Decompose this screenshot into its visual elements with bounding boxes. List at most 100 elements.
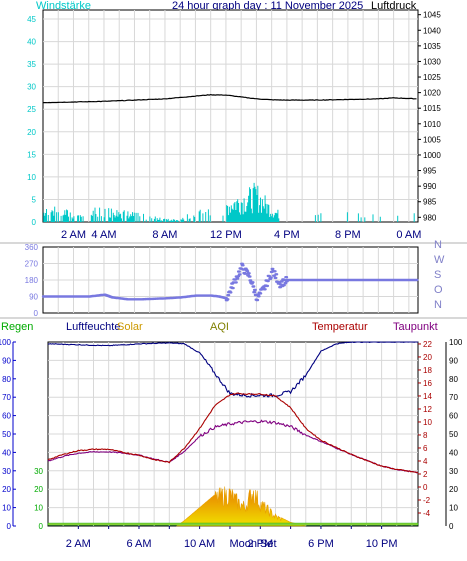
chart1-plot-area [42,9,419,223]
chart3-y-right2-tick: 0 [449,522,454,531]
chart3-x-tick: 10 PM [366,538,398,550]
chart1-y-left-tick: 15 [27,150,36,159]
chart3-y-left-tick: 0 [7,522,12,531]
chart1-y-right-tick: 1035 [423,42,441,51]
chart2-direction-label: N [434,239,442,251]
chart1-x-tick: 8 PM [335,229,361,241]
chart3-y-right-tick: 22 [423,340,432,349]
chart1-series-luftdruck [43,93,417,104]
chart3-y-left-tick: 70 [2,393,11,402]
legend-regen: Regen [1,321,33,333]
chart2-direction-label: N [434,299,442,311]
chart3-x-tick: 6 AM [126,538,151,550]
chart3-y-left-tick: 60 [2,412,11,421]
chart2-y-tick: 90 [29,293,38,302]
chart3-y-right-tick: 10 [423,418,432,427]
chart1-x-tick: 2 AM [61,229,86,241]
chart3-series-solar [176,486,306,527]
chart3-y-right2-tick: 40 [449,448,458,457]
chart2-direction-label: W [434,254,445,266]
chart3-y-left2-tick: 20 [34,485,43,494]
chart1-title: 24 hour graph day : 11 November 2025 [172,0,363,12]
chart2-y-tick: 180 [25,276,39,285]
chart3-y-left-tick: 40 [2,448,11,457]
chart3-y-right-tick: 6 [423,444,428,453]
chart1-y-left-tick: 45 [27,15,36,24]
chart3-overlay-label: Moon Set [229,538,276,550]
legend-luftfeuchte: Luftfeuchte [66,321,120,333]
chart1-y-right-tick: 980 [423,213,437,222]
chart2-series-windrichtung [41,262,419,302]
chart1-y-left-tick: 10 [27,173,36,182]
chart1-x-tick: 4 PM [274,229,300,241]
chart1-x-tick: 0 AM [396,229,421,241]
chart1-y-left-tick: 40 [27,38,36,47]
chart1-y-right-tick: 1020 [423,89,441,98]
chart1-x-tick: 8 AM [152,229,177,241]
chart3-y-right-tick: 2 [423,470,428,479]
chart1-y-right-tick: 995 [423,167,437,176]
chart1-y-left-tick: 5 [32,195,37,204]
chart3-series-temperatur [47,392,419,474]
chart2-direction-label: S [434,269,441,281]
chart1-y-right-tick: 1005 [423,135,441,144]
chart3-y-right-tick: -4 [423,509,431,518]
chart1-right-label: Luftdruck [371,0,417,12]
chart3-y-right-tick: 12 [423,405,432,414]
chart1-y-right-tick: 985 [423,198,437,207]
chart3-y-right2-tick: 50 [449,430,458,439]
chart3-x-tick: 2 AM [66,538,91,550]
chart3-y-right2-tick: 100 [449,338,463,347]
chart1-y-left-tick: 0 [32,218,37,227]
chart3-y-left-tick: 90 [2,356,11,365]
chart2-y-tick: 0 [34,309,39,318]
chart3-y-right2-tick: 30 [449,467,458,476]
chart3-y-right-tick: 20 [423,353,432,362]
chart1-left-label: Windstärke [36,0,91,12]
chart1-x-tick: 4 AM [91,229,116,241]
chart3-y-right-tick: 4 [423,457,428,466]
chart1-y-right-tick: 1000 [423,151,441,160]
chart3-y-right2-tick: 80 [449,375,458,384]
chart2-y-tick: 270 [25,260,39,269]
chart3-y-right-tick: 0 [423,483,428,492]
chart3-y-right2-tick: 10 [449,504,458,513]
chart2-direction-label: O [434,284,443,296]
chart3-x-tick: 6 PM [308,538,334,550]
legend-solar: Solar [117,321,143,333]
chart3-y-right-tick: 16 [423,379,432,388]
chart1-y-right-tick: 1010 [423,120,441,129]
legend-temperatur: Temperatur [312,321,368,333]
chart3-y-left-tick: 50 [2,430,11,439]
chart3-y-left2-tick: 30 [34,467,43,476]
chart2-y-tick: 360 [25,243,39,252]
chart1-y-left-tick: 35 [27,60,36,69]
chart3-y-left-tick: 100 [0,338,12,347]
chart1-y-left-tick: 25 [27,105,36,114]
chart1-series-windstaerke [43,182,415,222]
chart1-y-left-tick: 20 [27,128,36,137]
chart3-series-regen [47,522,419,526]
chart1-y-right-tick: 990 [423,182,437,191]
chart1-y-right-tick: 1025 [423,73,441,82]
chart1-y-left-tick: 30 [27,83,36,92]
chart3-x-tick: 2 PM [247,538,273,550]
chart3-y-right-tick: 18 [423,366,432,375]
chart3-y-left2-tick: 0 [39,522,44,531]
legend-aqi: AQI [210,321,229,333]
chart1-y-right-tick: 1015 [423,104,441,113]
chart3-y-left-tick: 20 [2,485,11,494]
chart3-y-right2-tick: 70 [449,393,458,402]
chart1-y-right-tick: 1045 [423,11,441,20]
chart3-y-left-tick: 30 [2,467,11,476]
chart3-x-tick: 10 AM [184,538,215,550]
chart3-y-right2-tick: 20 [449,485,458,494]
chart3-y-left-tick: 80 [2,375,11,384]
chart3-y-right-tick: 8 [423,431,428,440]
chart1-y-right-tick: 1040 [423,26,441,35]
chart3-y-right-tick: -2 [423,496,431,505]
chart1-x-tick: 12 PM [210,229,242,241]
chart3-y-left2-tick: 10 [34,504,43,513]
legend-taupunkt: Taupunkt [393,321,438,333]
